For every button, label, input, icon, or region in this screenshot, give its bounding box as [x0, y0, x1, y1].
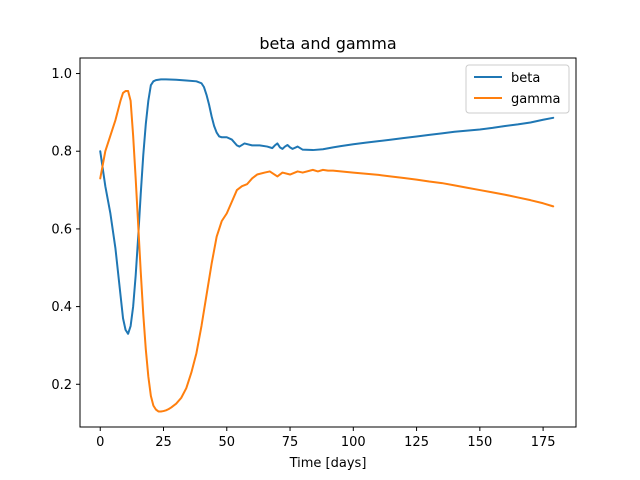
x-tick-label: 0: [96, 435, 104, 450]
x-tick-label: 100: [341, 435, 366, 450]
plot-frame: [79, 57, 577, 428]
x-tick-label: 25: [155, 435, 172, 450]
series-line-beta: [99, 78, 555, 335]
x-axis-label: Time [days]: [289, 456, 367, 471]
legend-label-gamma: gamma: [511, 92, 561, 107]
y-tick-label: 0.2: [51, 378, 72, 393]
y-tick-label: 0.4: [51, 300, 72, 315]
series-line-gamma: [99, 90, 555, 413]
x-axis-ticks: 0 25 50 75 100 125 150 175: [96, 427, 556, 450]
x-tick-label: 175: [531, 435, 556, 450]
y-tick-label: 1.0: [51, 67, 72, 82]
x-tick-label: 150: [467, 435, 492, 450]
x-tick-label: 125: [404, 435, 429, 450]
y-tick-label: 0.8: [51, 145, 72, 160]
x-tick-label: 50: [219, 435, 236, 450]
legend-label-beta: beta: [511, 71, 540, 86]
y-axis-ticks: 0.2 0.4 0.6 0.8 1.0: [51, 67, 80, 393]
legend: beta gamma: [465, 64, 570, 114]
y-tick-label: 0.6: [51, 222, 72, 237]
series-lines: [99, 78, 555, 413]
x-tick-label: 75: [282, 435, 299, 450]
chart-title: beta and gamma: [259, 34, 396, 53]
